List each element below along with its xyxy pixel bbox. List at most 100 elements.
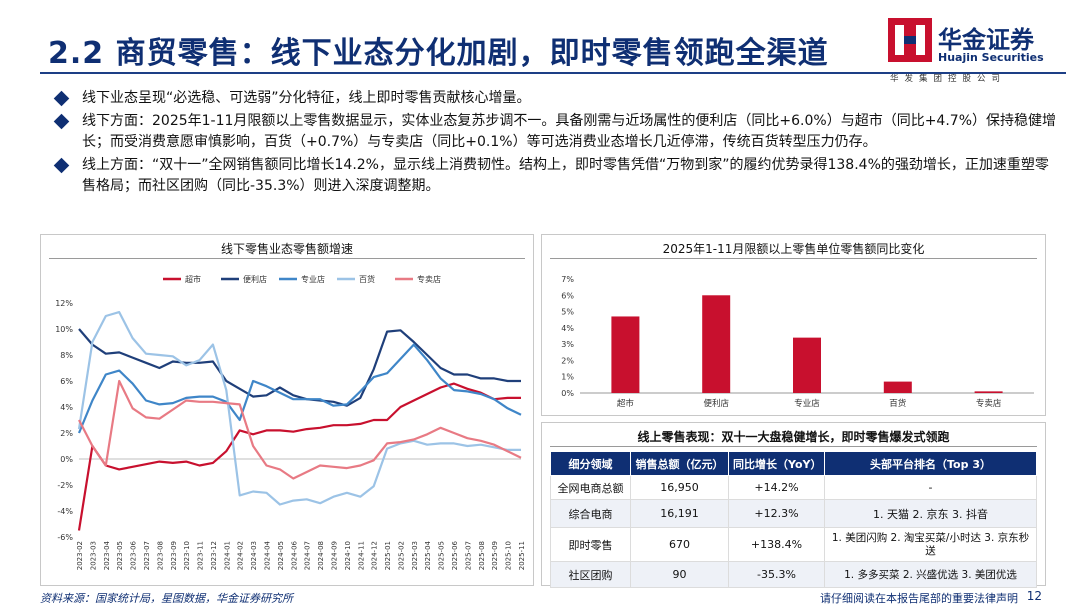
brand-name-cn: 华金证券 [938, 26, 1034, 54]
x-tick-label: 2024-08 [317, 541, 325, 570]
bar-chart-title: 2025年1-11月限额以上零售单位零售额同比变化 [662, 242, 925, 256]
line-series-5 [78, 379, 522, 480]
table-cell: +12.3% [728, 499, 825, 528]
x-tick-label: 超市 [617, 398, 635, 409]
bullet-item: 线上方面：“双十一”全网销售额同比增长14.2%，显示线上消费韧性。结构上，即时… [53, 155, 1056, 197]
title-divider [49, 258, 525, 259]
y-tick-label: 4% [60, 403, 73, 412]
brand-name-en: Huajin Securities [938, 51, 1044, 64]
x-tick-label: 2024-12 [371, 541, 379, 570]
table-row: 综合电商 16,191 +12.3% 1. 天猫 2. 京东 3. 抖音 [550, 499, 1037, 528]
y-tick-label: -2% [57, 481, 73, 490]
table-header-cell: 细分领域 [550, 451, 631, 476]
y-tick-label: 12% [55, 299, 73, 308]
x-tick-label: 2024-05 [277, 541, 285, 570]
legend-label: 超市 [185, 274, 201, 284]
x-tick-label: 2023-04 [103, 540, 111, 570]
legend-label: 百货 [359, 274, 375, 284]
line-chart: -6% -4% -2% 0% 2% 4% 6% 8% 10% 12% 2023-02 2023-03 2… [55, 274, 526, 570]
title-divider [550, 446, 1037, 447]
bullet-list: 线下业态呈现“必选稳、可选弱”分化特征，线上即时零售贡献核心增量。 线下方面：2… [53, 88, 1056, 199]
x-tick-label: 2023-02 [76, 541, 84, 570]
table-cell: 16,191 [630, 499, 729, 528]
table-cell: 90 [630, 561, 729, 588]
brand-subtitle: 华发集团控股公司 [890, 74, 1007, 84]
x-tick-label: 2024-07 [304, 541, 312, 570]
brand-logo: 华金证券 Huajin Securities 华发集团控股公司 [888, 14, 1068, 84]
table-cell: +138.4% [728, 527, 825, 562]
table-cell: 综合电商 [550, 499, 631, 528]
y-tick-label: 1% [561, 373, 574, 382]
bar-chart: 0% 1% 2% 3% 4% 5% 6% 7% 超市 便利店 专业店 百货 专卖店 [561, 275, 1034, 409]
legend-label: 专卖店 [417, 274, 441, 284]
x-tick-label: 便利店 [703, 398, 729, 409]
table-panel: 线上零售表现：双十一大盘稳健增长，即时零售爆发式领跑 细分领域 销售总额（亿元）… [541, 422, 1046, 588]
y-tick-label: 7% [561, 275, 574, 284]
huajin-logo-icon [888, 18, 932, 62]
y-tick-label: 0% [561, 389, 574, 398]
y-tick-label: 6% [561, 291, 574, 300]
bar-5 [974, 391, 1003, 393]
diamond-bullet-icon [53, 113, 70, 130]
table-cell: -35.3% [728, 561, 825, 588]
x-tick-label: 2025-11 [518, 541, 526, 570]
x-tick-label: 2023-11 [197, 541, 205, 570]
table-cell: 16,950 [630, 475, 729, 500]
table-cell: - [824, 475, 1037, 500]
x-tick-label: 百货 [889, 398, 907, 409]
header-rule [40, 72, 1066, 74]
x-tick-label: 2024-03 [250, 541, 258, 570]
x-tick-label: 2025-07 [464, 541, 472, 570]
table-header-cell: 头部平台排名（Top 3） [824, 451, 1037, 476]
x-tick-label: 2025-05 [438, 541, 446, 570]
x-tick-label: 2025-09 [491, 541, 499, 570]
y-tick-label: 4% [561, 324, 574, 333]
table-cell: 1. 多多买菜 2. 兴盛优选 3. 美团优选 [824, 561, 1037, 588]
table-cell: 670 [630, 527, 729, 562]
y-tick-label: 5% [561, 308, 574, 317]
bar-2 [702, 295, 731, 393]
bar-chart-panel: 2025年1-11月限额以上零售单位零售额同比变化 0% 1% 2% 3% 4% 5% 6%… [541, 234, 1046, 416]
x-tick-label: 2025-08 [478, 541, 486, 570]
line-chart-panel: 线下零售业态零售额增速 -6% -4% -2% 0% 2% 4% 6% 8% 10% 12% 202… [40, 234, 534, 586]
table-cell: 1. 美团闪购 2. 淘宝买菜/小时达 3. 京东秒送 [824, 527, 1037, 562]
x-tick-label: 2023-07 [143, 541, 151, 570]
x-tick-label: 2025-02 [397, 541, 405, 570]
x-tick-label: 2024-01 [223, 541, 231, 570]
table-cell: 全网电商总额 [550, 475, 631, 500]
bullet-item: 线下方面：2025年1-11月限额以上零售数据显示，实体业态复苏步调不一。具备刚… [53, 111, 1056, 153]
y-tick-label: 0% [60, 455, 73, 464]
bar-3 [793, 337, 821, 393]
x-tick-label: 2025-03 [411, 541, 419, 570]
line-series-4 [77, 310, 521, 506]
x-tick-label: 2023-09 [170, 541, 178, 570]
disclaimer-link[interactable]: 请仔细阅读在本报告尾部的重要法律声明 [820, 592, 1018, 605]
x-tick-label: 2023-08 [156, 541, 164, 570]
table-cell: 1. 天猫 2. 京东 3. 抖音 [824, 499, 1037, 528]
bar-4 [883, 381, 912, 393]
x-tick-label: 2023-05 [116, 541, 124, 570]
x-tick-label: 2024-04 [264, 540, 272, 570]
x-tick-label: 2025-06 [451, 540, 459, 570]
legend-label: 专业店 [301, 274, 325, 284]
bullet-text: 线下方面：2025年1-11月限额以上零售数据显示，实体业态复苏步调不一。具备刚… [82, 113, 1056, 150]
line-series-3 [77, 343, 522, 434]
table-title: 线上零售表现：双十一大盘稳健增长，即时零售爆发式领跑 [637, 430, 950, 444]
x-tick-label: 2025-10 [505, 541, 513, 570]
table-cell: +14.2% [728, 475, 825, 500]
line-series-2 [78, 328, 521, 407]
bar-1 [611, 316, 640, 393]
y-tick-label: 2% [60, 429, 73, 438]
bullet-text: 线上方面：“双十一”全网销售额同比增长14.2%，显示线上消费韧性。结构上，即时… [82, 157, 1049, 194]
x-tick-label: 2023-06 [130, 540, 138, 570]
diamond-bullet-icon [53, 157, 70, 174]
table-row: 即时零售 670 +138.4% 1. 美团闪购 2. 淘宝买菜/小时达 3. … [550, 527, 1037, 562]
legend-label: 便利店 [243, 274, 267, 284]
x-tick-label: 2024-11 [357, 541, 365, 570]
y-tick-label: 8% [60, 351, 73, 360]
x-tick-label: 2024-10 [344, 541, 352, 570]
x-tick-label: 2025-01 [384, 541, 392, 570]
table-header-cell: 同比增长（YoY） [728, 451, 825, 476]
line-series-1 [77, 382, 521, 531]
y-tick-label: 10% [55, 325, 73, 334]
